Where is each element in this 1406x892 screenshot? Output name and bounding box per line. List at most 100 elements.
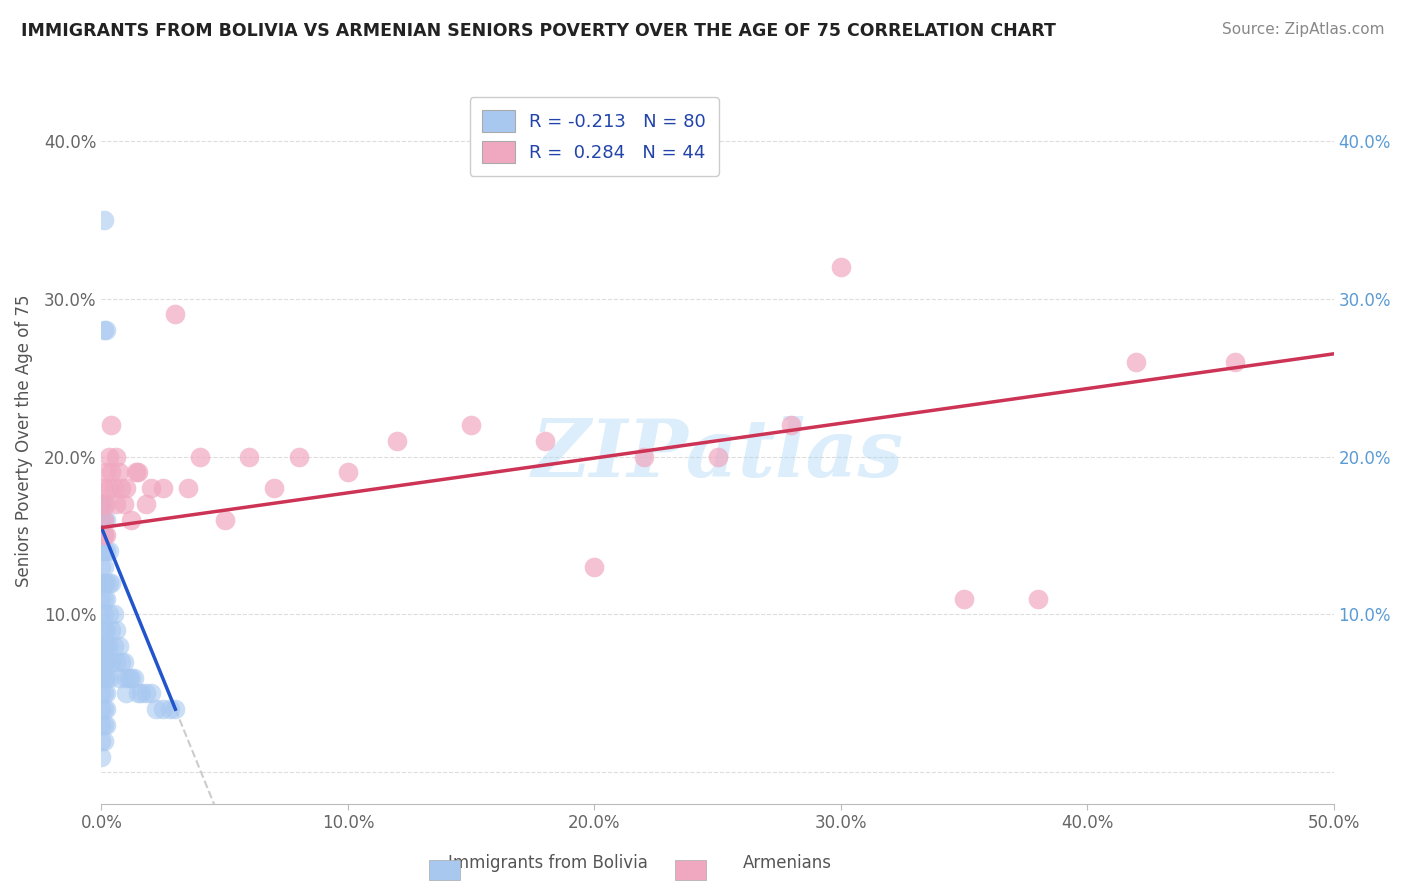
Point [90, 686, 112, 700]
Point [112, 497, 135, 511]
Point [93, 513, 115, 527]
Point [152, 481, 174, 495]
Point [152, 702, 174, 716]
Point [460, 417, 482, 432]
Point [103, 607, 125, 622]
Point [93, 212, 115, 227]
Point [93, 702, 115, 716]
Point [135, 686, 157, 700]
Point [103, 481, 125, 495]
Point [90, 639, 112, 653]
Point [97, 607, 120, 622]
Point [96, 591, 118, 606]
Point [96, 465, 118, 479]
Point [100, 624, 122, 638]
Point [145, 702, 167, 716]
Point [117, 671, 139, 685]
Point [583, 560, 606, 574]
Legend: R = -0.213   N = 80, R =  0.284   N = 44: R = -0.213 N = 80, R = 0.284 N = 44 [470, 97, 718, 176]
Point [287, 450, 309, 464]
Point [263, 481, 285, 495]
Point [830, 260, 852, 274]
Point [107, 639, 129, 653]
Point [90, 749, 112, 764]
Point [953, 591, 976, 606]
Point [96, 655, 118, 669]
Point [93, 544, 115, 558]
Point [127, 686, 149, 700]
Text: Armenians: Armenians [742, 855, 832, 872]
Point [238, 450, 260, 464]
Point [110, 481, 132, 495]
Point [90, 497, 112, 511]
Point [96, 671, 118, 685]
Point [139, 481, 162, 495]
Point [103, 639, 125, 653]
Point [110, 655, 132, 669]
Point [93, 591, 115, 606]
Point [115, 671, 138, 685]
Point [105, 450, 128, 464]
Point [90, 513, 112, 527]
Point [93, 560, 115, 574]
Point [1026, 591, 1049, 606]
Point [165, 307, 187, 321]
Point [93, 575, 115, 590]
Point [93, 497, 115, 511]
Point [93, 513, 115, 527]
Point [1223, 355, 1246, 369]
Point [90, 671, 112, 685]
Point [188, 450, 211, 464]
Point [780, 417, 803, 432]
Point [385, 434, 408, 448]
Point [90, 560, 112, 574]
Point [100, 465, 122, 479]
Point [90, 497, 112, 511]
Point [97, 671, 120, 685]
Point [93, 624, 115, 638]
Point [336, 465, 359, 479]
Point [93, 686, 115, 700]
Point [534, 434, 557, 448]
Point [97, 450, 120, 464]
Point [90, 702, 112, 716]
Point [93, 655, 115, 669]
Point [135, 497, 157, 511]
Point [105, 624, 128, 638]
Point [90, 575, 112, 590]
Point [100, 417, 122, 432]
Point [177, 481, 200, 495]
Point [96, 702, 118, 716]
Point [120, 671, 142, 685]
Y-axis label: Seniors Poverty Over the Age of 75: Seniors Poverty Over the Age of 75 [15, 294, 32, 587]
Point [112, 655, 135, 669]
Point [127, 465, 149, 479]
Point [93, 718, 115, 732]
Point [97, 575, 120, 590]
Point [165, 702, 187, 716]
Point [706, 450, 728, 464]
Point [96, 497, 118, 511]
Point [120, 513, 142, 527]
Point [93, 733, 115, 747]
Point [93, 607, 115, 622]
Point [93, 323, 115, 337]
Point [93, 671, 115, 685]
Text: Immigrants from Bolivia: Immigrants from Bolivia [449, 855, 648, 872]
Point [90, 624, 112, 638]
Point [100, 575, 122, 590]
Point [90, 607, 112, 622]
Point [90, 497, 112, 511]
Point [93, 639, 115, 653]
Point [90, 655, 112, 669]
Point [96, 513, 118, 527]
Point [633, 450, 655, 464]
Point [139, 686, 162, 700]
Point [96, 718, 118, 732]
Point [96, 323, 118, 337]
Point [96, 624, 118, 638]
Point [97, 481, 120, 495]
Point [100, 655, 122, 669]
Text: IMMIGRANTS FROM BOLIVIA VS ARMENIAN SENIORS POVERTY OVER THE AGE OF 75 CORRELATI: IMMIGRANTS FROM BOLIVIA VS ARMENIAN SENI… [21, 22, 1056, 40]
Text: Source: ZipAtlas.com: Source: ZipAtlas.com [1222, 22, 1385, 37]
